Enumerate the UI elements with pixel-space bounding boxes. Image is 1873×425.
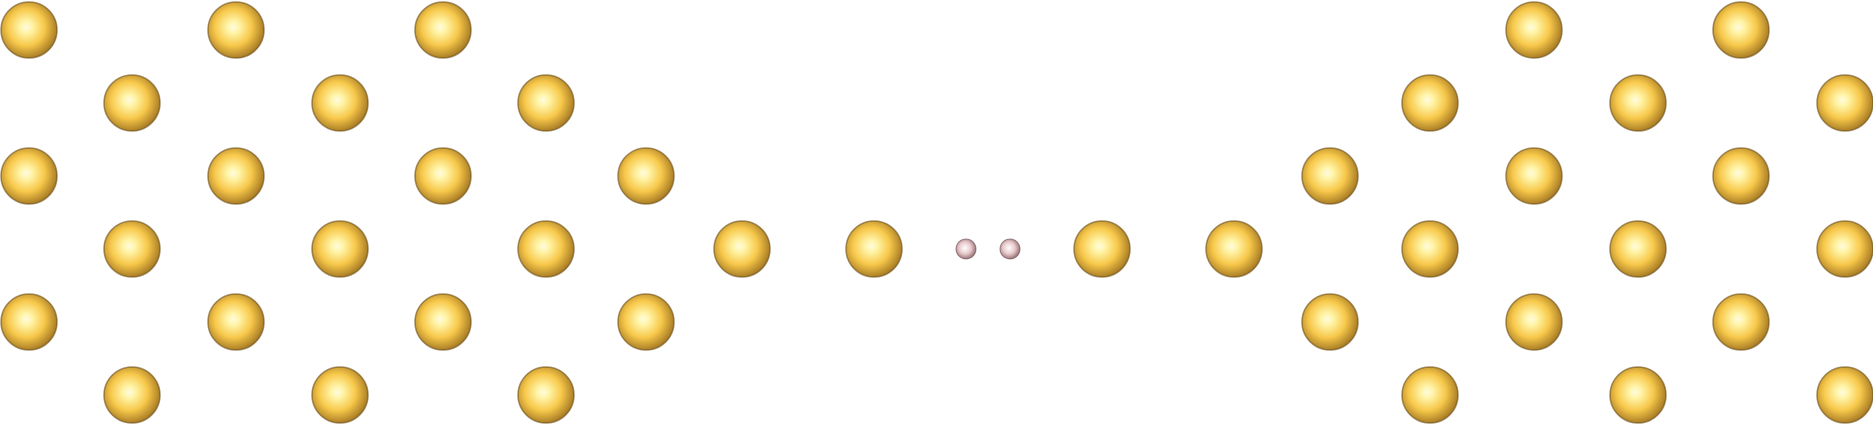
electrode-atom	[0, 147, 58, 205]
electrode-atom	[517, 74, 575, 132]
chain-atom	[713, 220, 771, 278]
electrode-atom	[1505, 293, 1563, 351]
electrode-atom	[103, 220, 161, 278]
chain-atom	[1073, 220, 1131, 278]
electrode-atom	[1301, 293, 1359, 351]
hydrogen-atom	[955, 238, 977, 260]
electrode-atom	[0, 1, 58, 59]
electrode-atom	[311, 74, 369, 132]
electrode-atom	[1712, 1, 1770, 59]
chain-atom	[1205, 220, 1263, 278]
electrode-atom	[1505, 147, 1563, 205]
electrode-atom	[103, 366, 161, 424]
electrode-atom	[1401, 366, 1459, 424]
electrode-atom	[1401, 74, 1459, 132]
electrode-atom	[1816, 220, 1873, 278]
electrode-atom	[207, 293, 265, 351]
electrode-atom	[1712, 147, 1770, 205]
electrode-atom	[617, 293, 675, 351]
electrode-atom	[1609, 74, 1667, 132]
electrode-atom	[207, 1, 265, 59]
electrode-atom	[414, 293, 472, 351]
electrode-atom	[1816, 74, 1873, 132]
electrode-atom	[1401, 220, 1459, 278]
electrode-atom	[414, 147, 472, 205]
electrode-atom	[414, 1, 472, 59]
electrode-atom	[517, 220, 575, 278]
electrode-atom	[1301, 147, 1359, 205]
electrode-atom	[1609, 220, 1667, 278]
chain-atom	[845, 220, 903, 278]
electrode-atom	[1505, 1, 1563, 59]
electrode-atom	[1712, 293, 1770, 351]
electrode-atom	[207, 147, 265, 205]
hydrogen-atom	[999, 238, 1021, 260]
electrode-atom	[311, 220, 369, 278]
electrode-atom	[0, 293, 58, 351]
electrode-atom	[617, 147, 675, 205]
electrode-atom	[103, 74, 161, 132]
electrode-atom	[311, 366, 369, 424]
electrode-atom	[1816, 366, 1873, 424]
electrode-atom	[1609, 366, 1667, 424]
electrode-atom	[517, 366, 575, 424]
